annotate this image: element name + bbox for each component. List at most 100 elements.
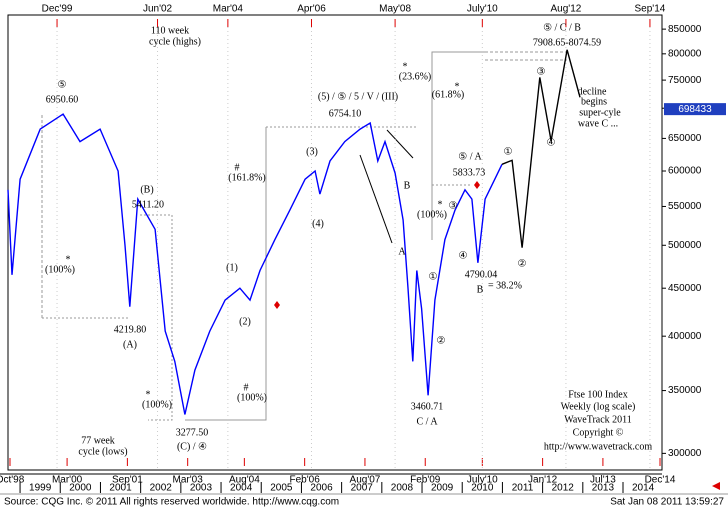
annotation: (23.6%) <box>399 71 432 82</box>
x-tick-label: Jul'13 <box>590 475 616 486</box>
annotation: 5411.20 <box>132 199 164 210</box>
x2-tick-label: Dec'99 <box>42 4 73 15</box>
annotation: ② <box>518 258 527 269</box>
x-tick-label: Feb'06 <box>290 475 321 486</box>
x2-tick-label: Apr'06 <box>297 4 326 15</box>
annotation: ④ <box>547 137 556 148</box>
annotation: # <box>235 162 240 173</box>
annotation: ② <box>437 335 446 346</box>
annotation: C / A <box>416 416 438 427</box>
annotation: (B) <box>140 184 153 195</box>
y-tick-label: 400000 <box>668 331 702 342</box>
annotation: (4) <box>312 218 324 229</box>
annotation: 3277.50 <box>176 427 209 438</box>
annotation: Weekly (log scale) <box>561 401 636 412</box>
annotation: cycle (lows) <box>78 446 127 457</box>
year-label: 2008 <box>391 483 414 494</box>
year-label: 2001 <box>109 483 132 494</box>
year-label: 2014 <box>632 483 655 494</box>
annotation: super-cyle <box>579 107 621 118</box>
x-tick-label: Oct'98 <box>0 475 25 486</box>
x-tick-label: Mar'03 <box>173 475 204 486</box>
annotation: (161.8%) <box>228 172 266 183</box>
annotation: Copyright © <box>573 427 624 438</box>
x-tick-label: Dec'14 <box>645 475 676 486</box>
annotation: WaveTrack 2011 <box>564 414 632 425</box>
price-line <box>501 49 581 248</box>
year-label: 2013 <box>592 483 615 494</box>
annotation: wave C ... <box>578 118 618 129</box>
annotation: ⑤ <box>58 79 67 90</box>
year-label: 2004 <box>230 483 253 494</box>
annotation: Ftse 100 Index <box>568 389 627 400</box>
annotation: 6950.60 <box>46 94 79 105</box>
y-tick-label: 300000 <box>668 448 702 459</box>
x2-tick-label: July'10 <box>467 4 498 15</box>
price-line <box>7 113 503 415</box>
year-label: 2011 <box>512 483 534 494</box>
x-tick-label: Sep'01 <box>112 475 143 486</box>
year-label: 2007 <box>351 483 374 494</box>
year-label: 2002 <box>150 483 173 494</box>
annotation: ① <box>429 271 438 282</box>
year-label: 2009 <box>431 483 454 494</box>
annotation: ⑤ / C / B <box>543 22 581 33</box>
annotation: decline <box>578 86 607 97</box>
annotation: (1) <box>226 262 238 273</box>
x-tick-label: Aug'07 <box>350 475 381 486</box>
annotation: ③ <box>449 200 458 211</box>
x2-tick-label: Aug'12 <box>551 4 582 15</box>
year-label: 2000 <box>69 483 92 494</box>
timestamp: Sat Jan 08 2011 13:59:27 <box>610 497 724 508</box>
annotation: (A) <box>123 339 137 350</box>
annotation: ⑤ / A <box>458 151 482 162</box>
annotation: (100%) <box>237 392 267 403</box>
annotation: A <box>398 246 406 257</box>
annotation: 5833.73 <box>453 167 486 178</box>
annotation: (3) <box>306 146 318 157</box>
year-label: 2010 <box>471 483 494 494</box>
year-label: 2003 <box>190 483 213 494</box>
scroll-arrow[interactable] <box>712 482 720 490</box>
x2-tick-label: May'08 <box>379 4 411 15</box>
plot-frame <box>7 14 663 471</box>
annotation: (C) / ④ <box>177 441 207 452</box>
x2-tick-label: Jun'02 <box>143 4 173 15</box>
annotation: * <box>146 389 151 400</box>
annotation: ① <box>504 146 513 157</box>
year-label: 1999 <box>29 483 52 494</box>
annotation: 4219.80 <box>114 324 147 335</box>
x2-tick-label: Mar'04 <box>213 4 244 15</box>
annotation: (61.8%) <box>432 89 465 100</box>
y-tick-label: 450000 <box>668 283 702 294</box>
year-label: 2006 <box>310 483 333 494</box>
annotation: 77 week <box>81 435 115 446</box>
annotation: * <box>66 254 71 265</box>
year-label: 2012 <box>552 483 575 494</box>
annotation: begins <box>581 96 607 107</box>
annotation: cycle (highs) <box>149 36 201 47</box>
y-tick-label: 350000 <box>668 385 702 396</box>
annotation: ④ <box>459 250 468 261</box>
annotation: (100%) <box>142 399 172 410</box>
annotation: 6754.10 <box>329 108 362 119</box>
year-label: 2005 <box>270 483 293 494</box>
source: Source: CQG Inc. © 2011 All rights reser… <box>4 497 339 508</box>
x-tick-label: Aug'04 <box>229 475 260 486</box>
annotation: = 38.2% <box>488 280 522 291</box>
annotation: * <box>438 199 443 210</box>
reference-lines <box>41 51 567 421</box>
annotation: # <box>244 382 249 393</box>
annotation: B <box>404 180 411 191</box>
x-tick-label: Feb'09 <box>410 475 441 486</box>
y-tick-label: 800000 <box>668 48 702 59</box>
annotation: * <box>455 81 460 92</box>
x-tick-label: Mar'00 <box>52 475 83 486</box>
annotation: 110 week <box>151 25 189 36</box>
annotation: (5) / ⑤ / 5 / V / (III) <box>318 91 398 102</box>
x2-tick-label: Sep'14 <box>635 4 666 15</box>
annotation: (100%) <box>417 209 447 220</box>
y-tick-label: 550000 <box>668 201 702 212</box>
y-tick-label: 600000 <box>668 166 702 177</box>
